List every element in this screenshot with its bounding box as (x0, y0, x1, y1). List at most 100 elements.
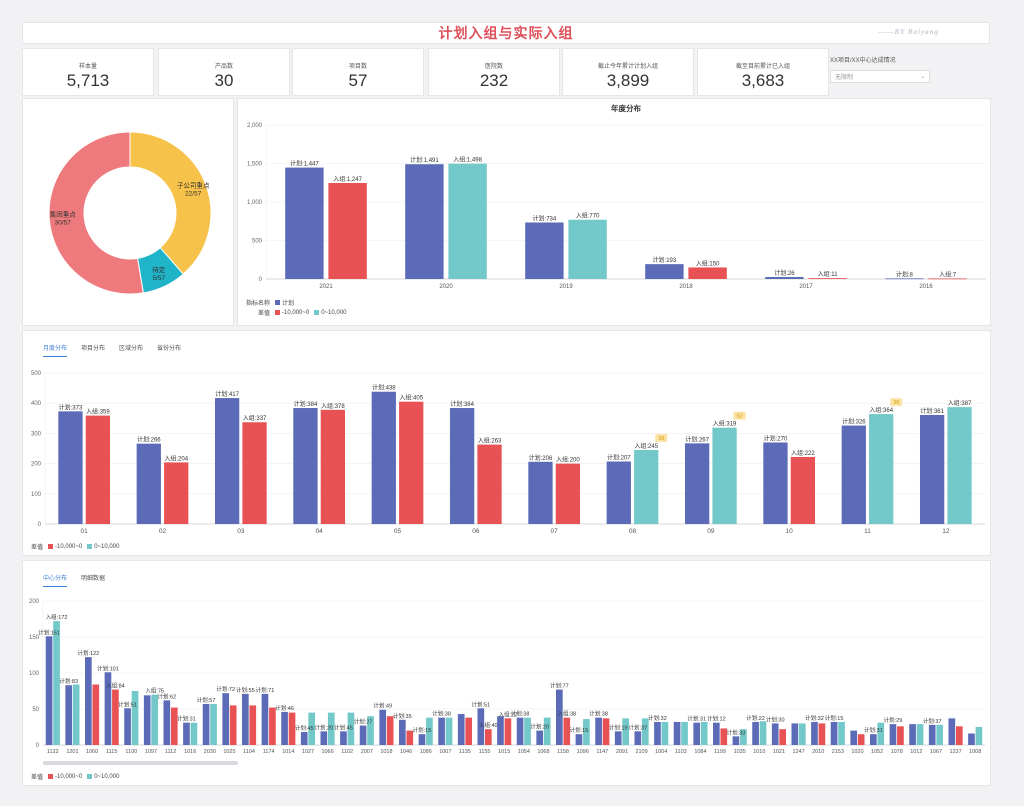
bar-plan (418, 734, 426, 745)
kpi-label: 样本量 (78, 64, 97, 70)
bar-plan (525, 222, 564, 279)
center-panel: 中心分布 明细数据 0 50 100 150 200 计划:151 入组:172 1122 计划… (22, 560, 991, 786)
yearly-panel: 年度分布 0 500 1,000 1,500 2,000 计划:1,447 入组:1,247 2… (237, 98, 991, 326)
diff-badge (890, 398, 903, 407)
legend-title: 差值 (31, 545, 44, 551)
x-tick-label: 2020 (439, 284, 453, 290)
filter-select[interactable]: 无限制 ⌄ (830, 70, 930, 83)
legend-label-plan[interactable]: 计划 (282, 301, 295, 307)
legend-label-neg[interactable]: -10,000~0 (55, 543, 83, 550)
data-label-actual: 入组:150 (696, 259, 720, 267)
x-tick-label: 2017 (799, 284, 813, 290)
data-label-actual: 入组:84 (106, 682, 125, 690)
x-tick-label: 1010 (753, 749, 765, 755)
data-label-plan: 计划:71 (256, 686, 275, 694)
bar-plan (614, 731, 622, 745)
x-tick-label: 12 (942, 528, 950, 535)
tab-detail[interactable]: 明细数据 (81, 576, 106, 582)
legend-label-neg[interactable]: -10,000~0 (55, 773, 83, 780)
x-tick-label: 2109 (635, 749, 647, 755)
data-label-plan: 计划:12 (707, 715, 726, 723)
data-label-plan: 计划:20 (315, 723, 334, 731)
bar-plan (850, 730, 858, 745)
bar-actual (712, 427, 737, 524)
bar-actual (170, 707, 178, 745)
bar-plan (45, 636, 53, 745)
data-label-plan: 计划:734 (533, 214, 557, 222)
bar-actual (740, 729, 747, 745)
bar-plan (340, 731, 347, 745)
legend-label-pos[interactable]: 0~10,000 (94, 773, 120, 780)
x-tick-label: 1025 (223, 749, 235, 755)
data-label-plan: 计划:15 (413, 726, 432, 734)
x-tick-label: 2010 (812, 749, 824, 755)
bar-actual (838, 721, 845, 745)
bar-actual (210, 703, 217, 745)
data-label-actual: 入组:378 (321, 402, 345, 410)
x-tick-label: 1084 (694, 749, 706, 755)
x-tick-label: 05 (394, 528, 402, 535)
data-label-actual: 入组:319 (713, 420, 737, 428)
bar-actual (975, 727, 983, 745)
legend-label-pos[interactable]: 0~10,000 (321, 309, 347, 316)
monthly-legend-diff: 差值 -10,000~0 0~10,000 (31, 542, 120, 552)
bar-actual (399, 401, 424, 524)
legend-label-pos[interactable]: 0~10,000 (94, 543, 120, 550)
x-tick-label: 1097 (145, 749, 157, 755)
x-tick-label: 1012 (910, 749, 922, 755)
center-legend-diff: 差值 -10,000~0 0~10,000 (31, 772, 120, 782)
bar-actual (504, 718, 512, 745)
page-title: 计划入组与实际入组 (438, 25, 574, 41)
bar-actual (320, 409, 346, 524)
data-label-plan: 计划:151 (38, 628, 60, 636)
bar-actual (955, 726, 963, 745)
data-label-plan: 计划:38 (432, 710, 451, 718)
tab-center[interactable]: 中心分布 (43, 573, 68, 587)
scrollbar[interactable] (43, 761, 238, 765)
bar-plan (293, 408, 318, 524)
bar-plan (477, 708, 485, 745)
bar-actual (688, 267, 727, 279)
tab-project[interactable]: 项目分布 (81, 346, 106, 352)
x-tick-label: 1158 (557, 749, 569, 755)
bar-actual (936, 724, 944, 745)
kpi-value: 5,713 (66, 71, 110, 90)
data-label-actual: 入组:222 (791, 449, 815, 457)
data-label-plan: 计划:8 (896, 270, 914, 278)
x-tick-label: 1027 (302, 749, 314, 755)
tab-province[interactable]: 省份分布 (157, 346, 182, 352)
legend-label-neg[interactable]: -10,000~0 (282, 309, 310, 316)
slice-value-label: 5/57 (152, 275, 165, 282)
x-tick-label: 09 (707, 528, 715, 535)
x-tick-label: 1078 (891, 749, 903, 755)
x-tick-label: 1046 (400, 749, 412, 755)
x-tick-label: 1115 (106, 749, 117, 755)
x-tick-label: 04 (316, 528, 324, 535)
bar-actual (524, 717, 531, 745)
diff-badge-label: 38 (893, 400, 899, 406)
bar-actual (484, 729, 492, 745)
bar-actual (386, 716, 394, 745)
tab-region[interactable]: 区域分布 (119, 346, 144, 352)
bar-plan (765, 276, 804, 279)
x-tick-label: 1155 (479, 749, 491, 755)
data-label-plan: 计划:77 (550, 682, 569, 690)
bar-actual (92, 684, 100, 745)
tab-month[interactable]: 月度分布 (43, 343, 68, 357)
x-tick-label: 1018 (380, 749, 392, 755)
bar-plan (885, 278, 924, 280)
legend-swatch-neg (48, 544, 54, 549)
bar-actual (568, 219, 607, 279)
bar-plan (84, 657, 92, 745)
bar-actual (406, 730, 414, 745)
bar-plan (555, 689, 563, 745)
yearly-legend-metric: 指标名称 计划 (246, 298, 294, 307)
bar-plan (379, 709, 387, 745)
data-label-actual: 入组:1,247 (333, 175, 362, 183)
bar-actual (72, 684, 80, 745)
bar-actual (634, 450, 659, 524)
slice-value-label: 22/57 (185, 190, 202, 197)
data-label-actual: 入组:7 (939, 270, 957, 278)
data-label-plan: 计划:438 (372, 384, 396, 392)
x-tick-label: 2091 (616, 749, 628, 755)
